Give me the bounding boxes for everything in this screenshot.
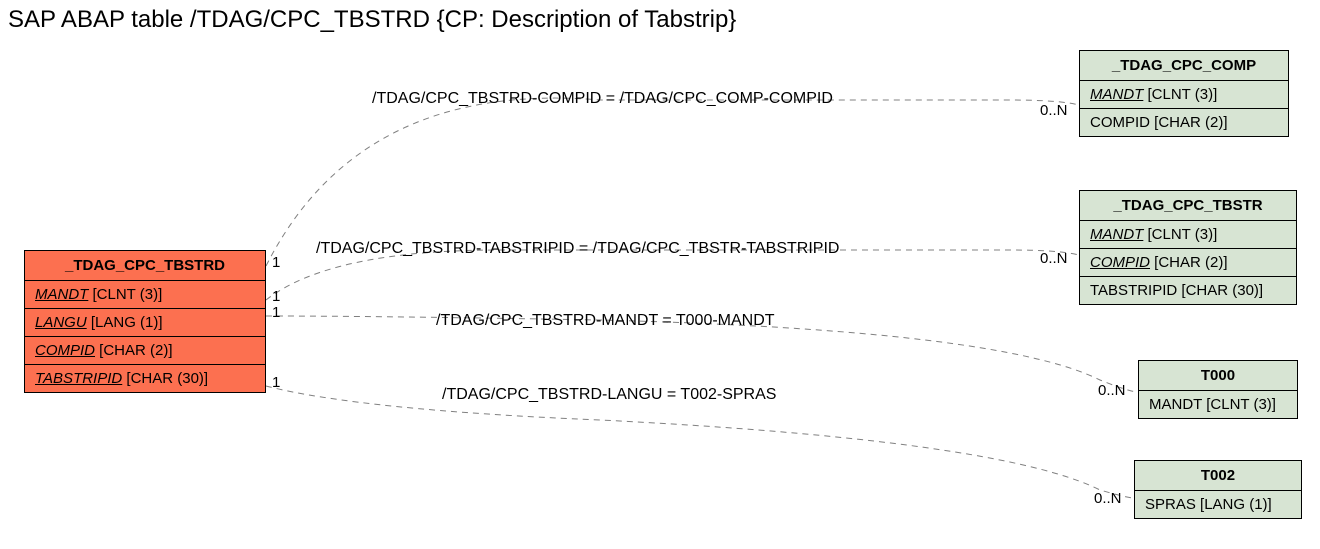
tgt-card-3: 0..N bbox=[1094, 490, 1122, 507]
src-card-3: 1 bbox=[272, 374, 280, 391]
target-field: MANDT [CLNT (3)] bbox=[1080, 221, 1296, 248]
target-entity-tbstr: _TDAG_CPC_TBSTR MANDT [CLNT (3)] COMPID … bbox=[1079, 190, 1297, 305]
field-type: [LANG (1)] bbox=[91, 314, 163, 331]
source-field-1: LANGU [LANG (1)] bbox=[25, 308, 265, 336]
target-entity-t000: T000 MANDT [CLNT (3)] bbox=[1138, 360, 1298, 419]
target-field: COMPID [CHAR (2)] bbox=[1080, 108, 1288, 136]
field-type: [CHAR (2)] bbox=[99, 342, 172, 359]
target-entity-header: T000 bbox=[1139, 361, 1297, 391]
source-field-2: COMPID [CHAR (2)] bbox=[25, 336, 265, 364]
field-type: [CLNT (3)] bbox=[1148, 226, 1218, 243]
field-name: COMPID bbox=[1090, 114, 1150, 131]
field-type: [CHAR (2)] bbox=[1154, 254, 1227, 271]
target-field: MANDT [CLNT (3)] bbox=[1080, 81, 1288, 108]
field-type: [CLNT (3)] bbox=[1148, 86, 1218, 103]
target-entity-header: T002 bbox=[1135, 461, 1301, 491]
src-card-2: 1 bbox=[272, 304, 280, 321]
field-type: [CLNT (3)] bbox=[93, 286, 163, 303]
tgt-card-1: 0..N bbox=[1040, 250, 1068, 267]
target-field: TABSTRIPID [CHAR (30)] bbox=[1080, 276, 1296, 304]
target-entity-t002: T002 SPRAS [LANG (1)] bbox=[1134, 460, 1302, 519]
field-type: [CHAR (30)] bbox=[126, 370, 208, 387]
source-field-3: TABSTRIPID [CHAR (30)] bbox=[25, 364, 265, 392]
field-name: LANGU bbox=[35, 314, 87, 331]
edge-label-3: /TDAG/CPC_TBSTRD-LANGU = T002-SPRAS bbox=[442, 386, 776, 404]
field-name: MANDT bbox=[35, 286, 88, 303]
field-type: [CHAR (2)] bbox=[1154, 114, 1227, 131]
field-type: [CLNT (3)] bbox=[1206, 396, 1276, 413]
src-card-0: 1 bbox=[272, 254, 280, 271]
field-name: MANDT bbox=[1090, 86, 1143, 103]
target-entity-header: _TDAG_CPC_COMP bbox=[1080, 51, 1288, 81]
target-field: SPRAS [LANG (1)] bbox=[1135, 491, 1301, 518]
field-name: MANDT bbox=[1149, 396, 1202, 413]
source-field-0: MANDT [CLNT (3)] bbox=[25, 281, 265, 308]
field-name: SPRAS bbox=[1145, 496, 1196, 513]
field-name: TABSTRIPID bbox=[35, 370, 122, 387]
target-entity-comp: _TDAG_CPC_COMP MANDT [CLNT (3)] COMPID [… bbox=[1079, 50, 1289, 137]
target-field: MANDT [CLNT (3)] bbox=[1139, 391, 1297, 418]
target-field: COMPID [CHAR (2)] bbox=[1080, 248, 1296, 276]
field-name: COMPID bbox=[35, 342, 95, 359]
page-title: SAP ABAP table /TDAG/CPC_TBSTRD {CP: Des… bbox=[8, 6, 736, 34]
field-name: TABSTRIPID bbox=[1090, 282, 1177, 299]
source-entity: _TDAG_CPC_TBSTRD MANDT [CLNT (3)] LANGU … bbox=[24, 250, 266, 393]
field-name: MANDT bbox=[1090, 226, 1143, 243]
target-entity-header: _TDAG_CPC_TBSTR bbox=[1080, 191, 1296, 221]
field-type: [CHAR (30)] bbox=[1181, 282, 1263, 299]
edge-label-1: /TDAG/CPC_TBSTRD-TABSTRIPID = /TDAG/CPC_… bbox=[316, 240, 839, 258]
edge-label-2: /TDAG/CPC_TBSTRD-MANDT = T000-MANDT bbox=[436, 312, 775, 330]
edge-label-0: /TDAG/CPC_TBSTRD-COMPID = /TDAG/CPC_COMP… bbox=[372, 90, 833, 108]
tgt-card-0: 0..N bbox=[1040, 102, 1068, 119]
field-type: [LANG (1)] bbox=[1200, 496, 1272, 513]
tgt-card-2: 0..N bbox=[1098, 382, 1126, 399]
diagram-canvas: SAP ABAP table /TDAG/CPC_TBSTRD {CP: Des… bbox=[0, 0, 1320, 549]
src-card-1: 1 bbox=[272, 288, 280, 305]
field-name: COMPID bbox=[1090, 254, 1150, 271]
source-entity-header: _TDAG_CPC_TBSTRD bbox=[25, 251, 265, 281]
